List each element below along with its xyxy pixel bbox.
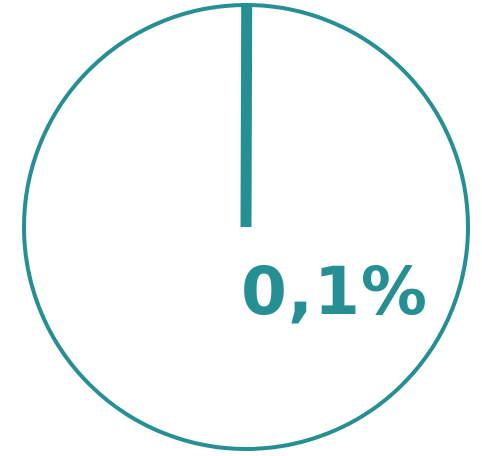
data-label: 0,1% (241, 253, 428, 330)
pie-slice-small (240, 2, 253, 228)
